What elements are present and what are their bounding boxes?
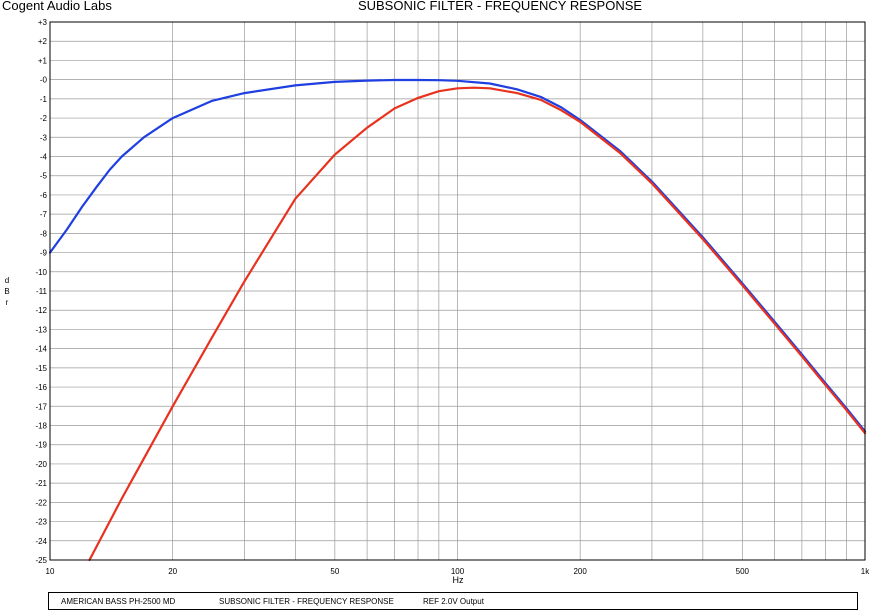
footer-product: AMERICAN BASS PH-2500 MD <box>61 597 176 606</box>
footer-ref: REF 2.0V Output <box>423 597 484 606</box>
plot-frame <box>49 21 866 561</box>
series-lines <box>48 78 867 562</box>
y-tick-label: -10 <box>35 268 47 277</box>
y-tick-labels: +3 +2 +1 -0 -1 -2 -3 -4 -5 -6 -7 -8 -9 -10 -11 -12 -13 -1… <box>35 18 47 565</box>
y-tick-label: -7 <box>40 210 48 219</box>
x-tick-labels: 10 20 50 100 200 500 1k <box>46 567 870 576</box>
series-line-1 <box>48 78 867 433</box>
x-tick-label: 500 <box>736 567 750 576</box>
x-tick-label: 100 <box>451 567 465 576</box>
company-name: Cogent Audio Labs <box>2 0 112 13</box>
y-tick-label: -14 <box>35 345 47 354</box>
y-tick-label: -0 <box>40 76 48 85</box>
y-tick-label: -6 <box>40 191 48 200</box>
y-tick-label: -1 <box>40 95 48 104</box>
y-tick-label: -4 <box>40 153 48 162</box>
y-tick-label: -15 <box>35 364 47 373</box>
footer-title: SUBSONIC FILTER - FREQUENCY RESPONSE <box>219 597 394 606</box>
y-tick-label: -2 <box>40 114 48 123</box>
y-tick-label: -22 <box>35 498 47 507</box>
y-tick-label: +1 <box>38 56 48 65</box>
y-tick-label: -20 <box>35 460 47 469</box>
y-tick-label: -24 <box>35 537 47 546</box>
y-axis-label-b: B <box>4 287 10 296</box>
y-tick-label: -3 <box>40 133 48 142</box>
chart-title: SUBSONIC FILTER - FREQUENCY RESPONSE <box>357 0 643 13</box>
y-tick-label: -16 <box>35 383 47 392</box>
y-tick-label: -11 <box>36 287 48 296</box>
y-tick-label: -19 <box>35 441 47 450</box>
y-axis-label: d B r <box>3 275 11 308</box>
y-tick-label: -18 <box>35 422 47 431</box>
x-tick-label: 10 <box>46 567 55 576</box>
footer-info-bar: AMERICAN BASS PH-2500 MD SUBSONIC FILTER… <box>48 592 858 610</box>
y-axis-label-d: d <box>4 276 10 285</box>
y-tick-label: -17 <box>35 402 47 411</box>
x-axis-label: Hz <box>452 575 464 585</box>
y-tick-label: -25 <box>35 556 47 565</box>
y-tick-label: -21 <box>35 479 47 488</box>
y-tick-label: +3 <box>38 18 48 27</box>
y-tick-label: -23 <box>35 518 47 527</box>
x-tick-label: 50 <box>330 567 339 576</box>
y-tick-label: -13 <box>35 325 47 334</box>
x-tick-label: 20 <box>168 567 177 576</box>
series-line-2 <box>88 86 867 562</box>
x-tick-label: 1k <box>861 567 870 576</box>
y-axis-label-r: r <box>5 298 9 307</box>
y-tick-label: -5 <box>40 172 48 181</box>
x-tick-label: 200 <box>573 567 587 576</box>
y-tick-label: -12 <box>35 306 47 315</box>
y-tick-label: -8 <box>40 229 48 238</box>
y-tick-label: +2 <box>38 37 48 46</box>
y-tick-label: -9 <box>40 249 48 258</box>
